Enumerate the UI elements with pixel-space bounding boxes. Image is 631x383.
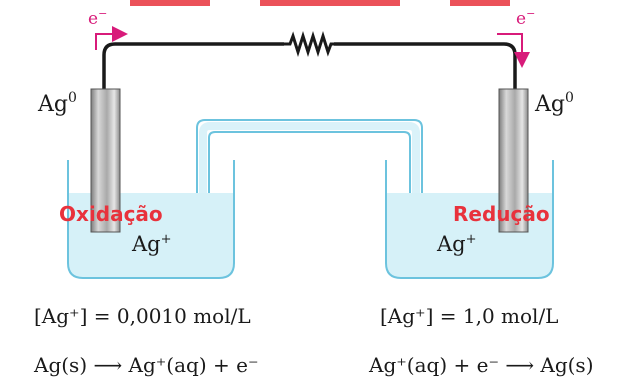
external-wire-right [334, 42, 517, 90]
electron-flow-arrow-right: e− [497, 7, 535, 68]
cropped-heading-fragment [450, 0, 510, 6]
cropped-heading-fragment [260, 0, 400, 6]
right-electrode-label: Ag0 [534, 90, 574, 117]
right-silver-electrode [498, 88, 529, 233]
resistor-icon [284, 30, 334, 58]
right-concentration: [Ag⁺] = 1,0 mol/L [380, 304, 558, 328]
left-silver-electrode [90, 88, 121, 233]
electron-symbol-left: e− [88, 7, 107, 29]
electron-symbol-right: e− [516, 7, 535, 29]
right-beaker-glass [385, 160, 554, 279]
cropped-heading-fragment [130, 0, 210, 6]
external-wire-left [102, 42, 284, 90]
electron-flow-arrow-left: e− [88, 7, 128, 50]
right-process-label: Redução [453, 202, 550, 226]
salt-bridge [196, 119, 423, 220]
right-half-reaction: Ag⁺(aq) + e⁻ ⟶ Ag(s) [368, 353, 594, 377]
left-half-reaction: Ag(s) ⟶ Ag⁺(aq) + e⁻ [33, 353, 259, 377]
left-process-label: Oxidação [59, 202, 163, 226]
right-ion-label: Ag+ [436, 232, 477, 256]
left-ion-label: Ag+ [131, 232, 172, 256]
left-concentration: [Ag⁺] = 0,0010 mol/L [34, 304, 251, 328]
left-electrode-label: Ag0 [37, 90, 77, 117]
electron-flow-arrow-icon [95, 26, 128, 50]
left-beaker-glass [67, 160, 235, 279]
electron-flow-arrow-icon [497, 33, 530, 68]
